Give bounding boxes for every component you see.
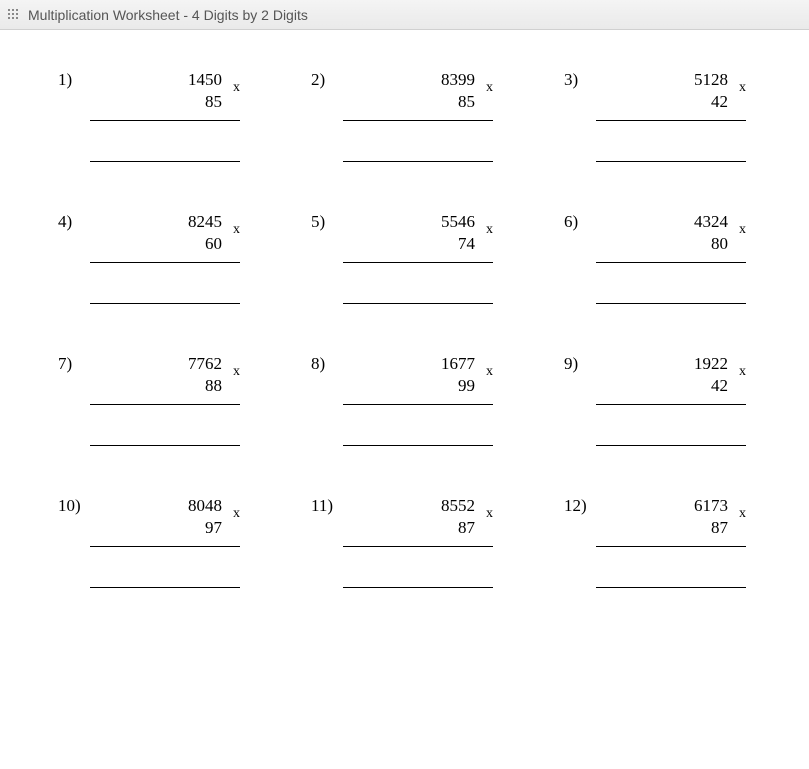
problem-numbers: 6173x87 [576, 496, 746, 588]
multiplier: 85 [323, 92, 493, 114]
multiplier: 80 [576, 234, 746, 256]
worksheet-grid: 1)1450x852)8399x853)5128x42 4)8245x605)55… [0, 30, 809, 608]
multiplier: 99 [323, 376, 493, 398]
multiplier: 85 [70, 92, 240, 114]
work-space [70, 121, 240, 155]
work-space [323, 405, 493, 439]
work-space [70, 405, 240, 439]
multiplier: 42 [576, 376, 746, 398]
problem-numbers: 8245x60 [70, 212, 240, 304]
operator: x [739, 222, 746, 238]
operator: x [233, 506, 240, 522]
problem: 4)8245x60 [30, 212, 273, 304]
work-space [576, 405, 746, 439]
rule-line-bottom [90, 445, 240, 446]
rule-line-bottom [596, 587, 746, 588]
problem: 11)8552x87 [283, 496, 526, 588]
operator: x [739, 506, 746, 522]
rule-line-bottom [343, 303, 493, 304]
problem: 7)7762x88 [30, 354, 273, 446]
problem-numbers: 8399x85 [323, 70, 493, 162]
problem-numbers: 5128x42 [576, 70, 746, 162]
problem: 5)5546x74 [283, 212, 526, 304]
window-title: Multiplication Worksheet - 4 Digits by 2… [28, 7, 308, 23]
multiplier: 74 [323, 234, 493, 256]
problem: 12)6173x87 [536, 496, 779, 588]
work-space [576, 547, 746, 581]
operator: x [739, 364, 746, 380]
problem: 6)4324x80 [536, 212, 779, 304]
rule-line-bottom [90, 161, 240, 162]
work-space [70, 263, 240, 297]
multiplier: 87 [576, 518, 746, 540]
operator: x [233, 222, 240, 238]
multiplier: 60 [70, 234, 240, 256]
operator: x [486, 506, 493, 522]
problem: 8)1677x99 [283, 354, 526, 446]
problem-numbers: 1922x42 [576, 354, 746, 446]
rule-line-bottom [596, 161, 746, 162]
work-space [70, 547, 240, 581]
multiplier: 87 [323, 518, 493, 540]
multiplier: 88 [70, 376, 240, 398]
operator: x [739, 80, 746, 96]
operator: x [233, 364, 240, 380]
operator: x [233, 80, 240, 96]
problem: 1)1450x85 [30, 70, 273, 162]
operator: x [486, 80, 493, 96]
operator: x [486, 222, 493, 238]
problem: 10)8048x97 [30, 496, 273, 588]
rule-line-bottom [343, 587, 493, 588]
work-space [323, 547, 493, 581]
problem: 2)8399x85 [283, 70, 526, 162]
rule-line-bottom [596, 445, 746, 446]
problem-numbers: 1677x99 [323, 354, 493, 446]
multiplier: 97 [70, 518, 240, 540]
rule-line-bottom [90, 303, 240, 304]
grip-icon [8, 9, 20, 21]
work-space [323, 121, 493, 155]
problem: 9)1922x42 [536, 354, 779, 446]
problem-numbers: 8552x87 [323, 496, 493, 588]
problem: 3)5128x42 [536, 70, 779, 162]
problem-numbers: 7762x88 [70, 354, 240, 446]
problem-numbers: 8048x97 [70, 496, 240, 588]
multiplier: 42 [576, 92, 746, 114]
work-space [323, 263, 493, 297]
problem-numbers: 4324x80 [576, 212, 746, 304]
window-titlebar: Multiplication Worksheet - 4 Digits by 2… [0, 0, 809, 30]
problem-numbers: 5546x74 [323, 212, 493, 304]
work-space [576, 263, 746, 297]
problem-numbers: 1450x85 [70, 70, 240, 162]
work-space [576, 121, 746, 155]
rule-line-bottom [343, 161, 493, 162]
rule-line-bottom [343, 445, 493, 446]
operator: x [486, 364, 493, 380]
rule-line-bottom [596, 303, 746, 304]
rule-line-bottom [90, 587, 240, 588]
